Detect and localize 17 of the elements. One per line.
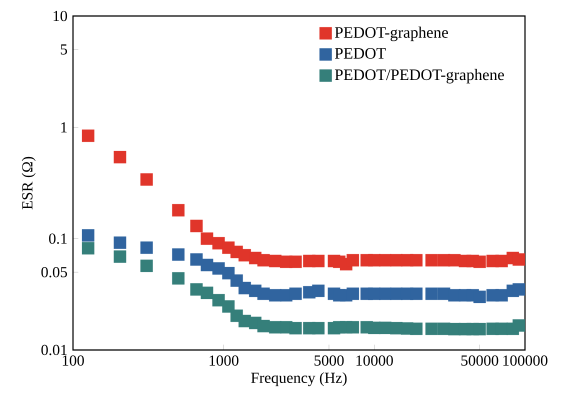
legend-label: PEDOT/PEDOT-graphene <box>334 68 504 84</box>
x-tick-label: 50000 <box>461 355 498 366</box>
y-tick-label: 1 <box>61 122 67 132</box>
x-tick-label: 5000 <box>314 355 344 366</box>
y-tick-label: 0.05 <box>41 266 68 278</box>
x-axis-title: Frequency (Hz) <box>251 372 347 386</box>
legend-label: PEDOT-graphene <box>334 26 448 42</box>
y-tick-label: 0.1 <box>49 233 67 244</box>
x-tick-label: 10000 <box>356 355 393 366</box>
legend-label: PEDOT <box>334 48 386 59</box>
x-tick-label: 100000 <box>503 355 548 366</box>
y-tick-label: 10 <box>54 10 68 22</box>
x-tick-label: 100 <box>62 355 84 366</box>
x-tick-label: 1000 <box>210 355 238 366</box>
y-tick-label: 0.01 <box>41 344 67 356</box>
y-axis-title: ESR (Ω) <box>22 156 36 210</box>
y-tick-label: 5 <box>60 44 68 55</box>
